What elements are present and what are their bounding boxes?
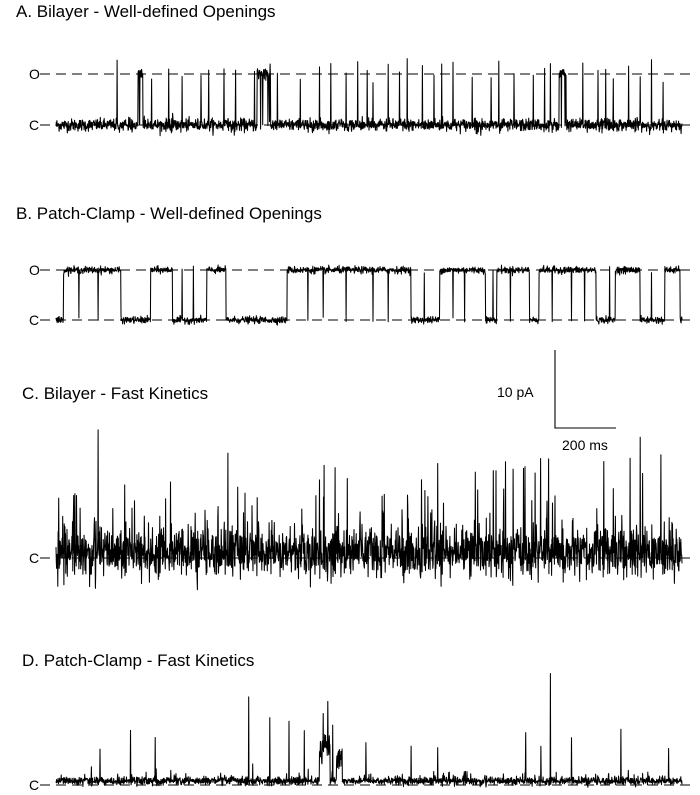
panel-c-title: C. Bilayer - Fast Kinetics: [22, 384, 208, 403]
panel-b-open-label: O: [29, 262, 40, 278]
panel-a-open-label: O: [29, 66, 40, 82]
panel-c-current-trace: [55, 429, 683, 591]
panel-c-closed-label: C: [29, 550, 39, 566]
panel-a-closed-label: C: [29, 117, 39, 133]
panel-b-current-trace: [55, 264, 683, 326]
scale-bar-time-label: 200 ms: [562, 437, 608, 453]
panel-d-current-trace: [55, 672, 683, 788]
panel-a-current-trace: [55, 58, 683, 137]
panel-a-title: A. Bilayer - Well-defined Openings: [16, 2, 276, 21]
panel-d-title: D. Patch-Clamp - Fast Kinetics: [22, 651, 254, 670]
panel-d-closed-label: C: [29, 777, 39, 793]
scale-bar: [554, 350, 616, 429]
scale-bar-current-label: 10 pA: [497, 384, 534, 400]
panel-b-title: B. Patch-Clamp - Well-defined Openings: [16, 204, 322, 223]
panel-b-closed-label: C: [29, 312, 39, 328]
